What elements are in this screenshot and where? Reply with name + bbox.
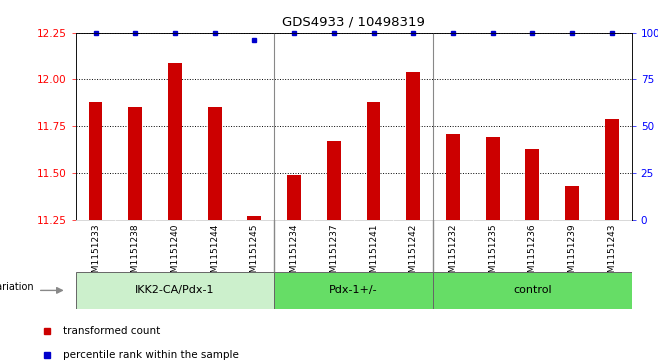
Bar	[486, 137, 499, 220]
Text: GSM1151235: GSM1151235	[488, 224, 497, 285]
Bar	[155, 220, 195, 272]
Bar	[208, 107, 222, 220]
Bar	[406, 72, 420, 220]
Bar	[446, 134, 460, 220]
Bar	[76, 272, 274, 309]
Text: GSM1151237: GSM1151237	[329, 224, 338, 285]
Bar	[513, 220, 552, 272]
Title: GDS4933 / 10498319: GDS4933 / 10498319	[282, 16, 425, 29]
Text: GSM1151243: GSM1151243	[607, 224, 617, 284]
Bar	[552, 220, 592, 272]
Text: percentile rank within the sample: percentile rank within the sample	[63, 350, 238, 360]
Bar	[327, 141, 341, 220]
Text: GSM1151238: GSM1151238	[131, 224, 139, 285]
Text: GSM1151232: GSM1151232	[449, 224, 457, 284]
Bar	[89, 102, 103, 220]
Bar	[287, 175, 301, 220]
Bar	[76, 220, 115, 272]
Text: GSM1151245: GSM1151245	[250, 224, 259, 284]
Text: GSM1151233: GSM1151233	[91, 224, 100, 285]
Bar	[115, 220, 155, 272]
Bar	[247, 216, 261, 220]
Bar	[473, 220, 513, 272]
Text: GSM1151239: GSM1151239	[568, 224, 576, 285]
Text: control: control	[513, 285, 551, 295]
Bar	[274, 220, 314, 272]
Bar	[168, 62, 182, 220]
Bar	[526, 148, 540, 220]
Bar	[128, 107, 142, 220]
Bar	[234, 220, 274, 272]
Bar	[195, 220, 234, 272]
Bar	[433, 272, 632, 309]
Text: GSM1151241: GSM1151241	[369, 224, 378, 284]
Text: GSM1151242: GSM1151242	[409, 224, 418, 284]
Text: genotype/variation: genotype/variation	[0, 282, 34, 292]
Text: Pdx-1+/-: Pdx-1+/-	[330, 285, 378, 295]
Text: GSM1151234: GSM1151234	[290, 224, 299, 284]
Bar	[592, 220, 632, 272]
Bar	[354, 220, 393, 272]
Bar	[274, 272, 433, 309]
Text: transformed count: transformed count	[63, 326, 160, 336]
Bar	[565, 186, 579, 220]
Text: IKK2-CA/Pdx-1: IKK2-CA/Pdx-1	[135, 285, 215, 295]
Text: GSM1151240: GSM1151240	[170, 224, 180, 284]
Bar	[367, 102, 380, 220]
Bar	[433, 220, 473, 272]
Text: GSM1151244: GSM1151244	[210, 224, 219, 284]
Text: GSM1151236: GSM1151236	[528, 224, 537, 285]
Bar	[605, 119, 619, 220]
Bar	[314, 220, 354, 272]
Bar	[393, 220, 433, 272]
